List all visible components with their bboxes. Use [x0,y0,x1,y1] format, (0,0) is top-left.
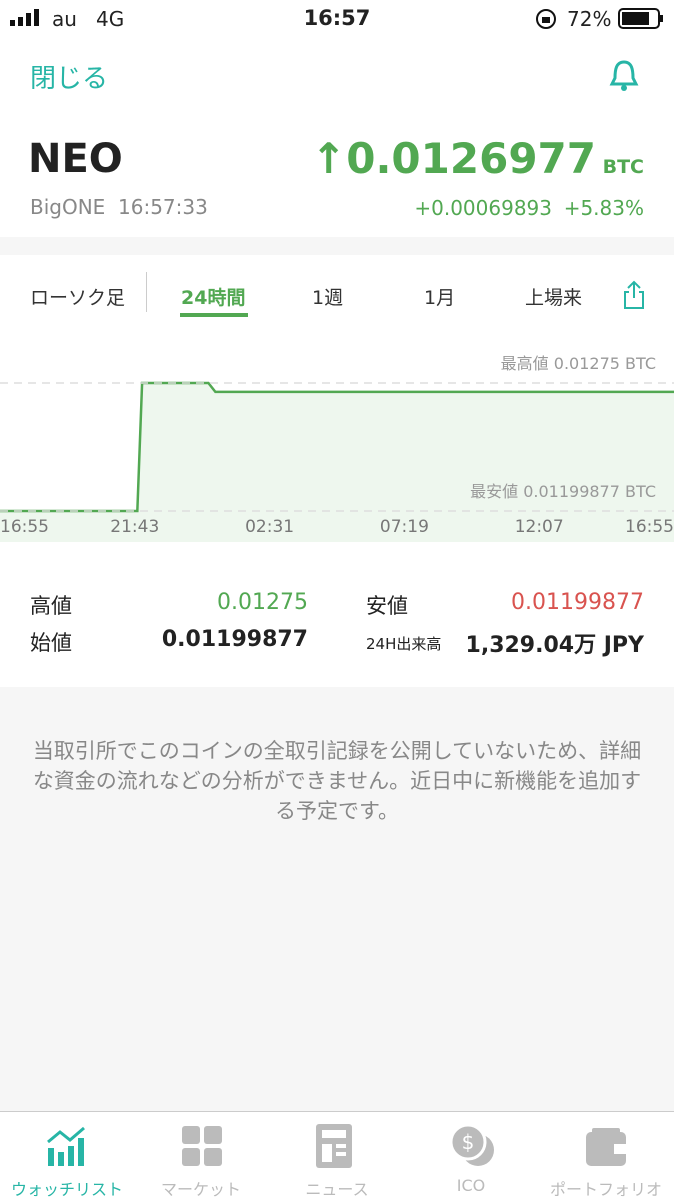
stat-value: 0.01275 [217,590,308,615]
change: +0.00069893 [414,196,552,220]
tab-bar-label[interactable]: ICO [456,1176,486,1195]
bell-icon[interactable] [608,58,640,94]
battery-pct: 72% [567,7,612,31]
reference-label: 最高値 0.01275 BTC [501,354,656,373]
change-pct: +5.83% [563,196,644,220]
tab[interactable]: 1月 [424,287,456,309]
stat-label: 高値 [30,594,72,618]
stat-value: 0.01199877 [161,627,308,652]
tab-bar-label[interactable]: ウォッチリスト [10,1180,123,1199]
x-tick-label: 21:43 [110,517,159,537]
market-icon[interactable] [180,1124,224,1168]
network: 4G [96,7,125,31]
separator [0,237,674,255]
signal-icon [10,9,39,26]
ico-icon[interactable]: $ [448,1122,496,1170]
tab-underline [180,313,248,317]
stat-label: 始値 [30,631,72,655]
update-time: 16:57:33 [118,195,208,219]
x-tick-label: 12:07 [515,517,564,537]
stat-label: 24H出来高 [366,635,442,653]
x-tick-label: 07:19 [380,517,429,537]
battery-icon [618,8,663,29]
tab-active[interactable]: 24時間 [181,287,246,309]
reference-label: 最安値 0.01199877 BTC [470,482,656,501]
tab[interactable]: 上場来 [525,287,583,309]
exchange: BigONE [30,195,106,219]
symbol: NEO [28,136,123,182]
close-button[interactable]: 閉じる [30,64,109,94]
tab-bar-label[interactable]: マーケット [160,1180,241,1199]
price: ↑0.0126977 [311,134,596,183]
stat-value: 0.01199877 [511,590,644,615]
carrier: au [52,7,77,31]
share-icon[interactable] [622,280,646,310]
price-chart: 最高値 0.01275 BTC 最安値 0.01199877 BTC 16:55 21… [0,354,674,542]
x-tick-label: 02:31 [245,517,294,537]
tab[interactable]: 1週 [312,287,344,309]
lock-icon [536,9,556,29]
tab-bar-border [0,1111,674,1112]
notice-panel [0,687,674,1112]
stat-value: 1,329.04万 JPY [465,633,644,658]
area [0,382,674,542]
tab-bar-label[interactable]: ニュース [305,1180,369,1199]
watchlist-icon[interactable] [44,1124,90,1168]
portfolio-icon[interactable] [584,1126,630,1168]
x-tick-label: 16:55 [625,517,674,537]
tab[interactable]: ローソク足 [30,287,126,309]
divider [146,272,147,312]
svg-text:$: $ [462,1130,475,1154]
news-icon[interactable] [314,1122,360,1170]
tab-bar-label[interactable]: ポートフォリオ [549,1180,662,1199]
x-tick-label: 16:55 [0,517,49,537]
clock: 16:57 [303,6,371,30]
price-unit: BTC [602,156,644,178]
notice-text: 当取引所でこのコインの全取引記録を公開していないため、詳細な資金の流れなどの分析… [32,739,642,823]
stat-label: 安値 [366,594,408,618]
